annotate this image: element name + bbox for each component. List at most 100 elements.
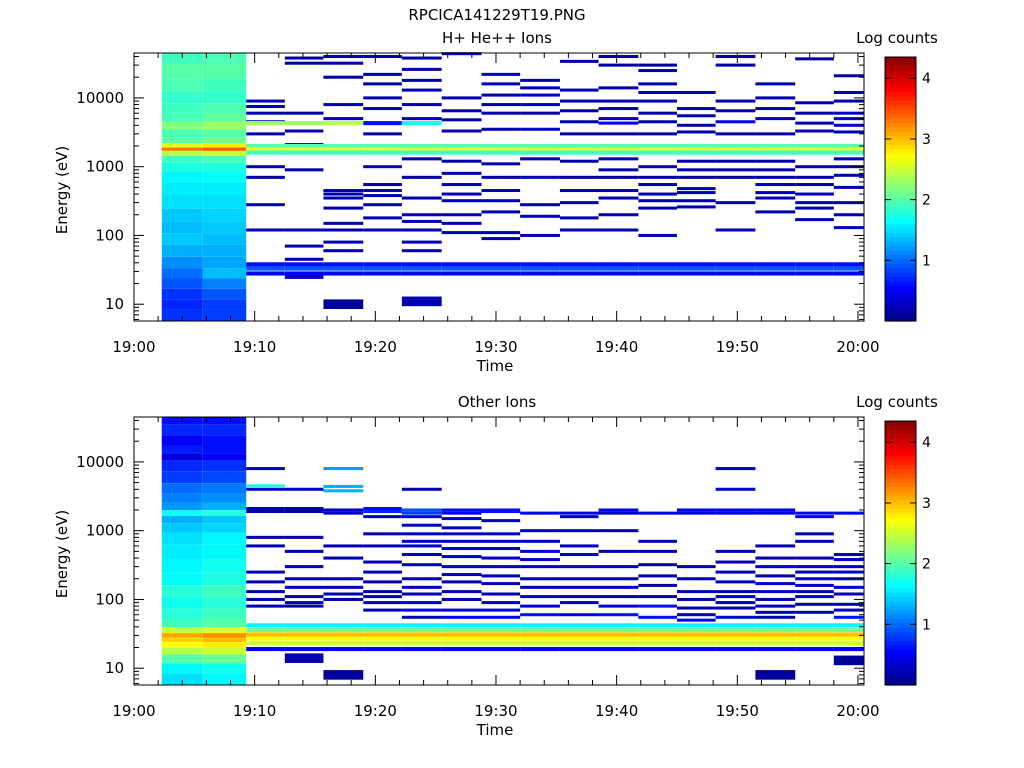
heatmap-cell bbox=[598, 143, 639, 149]
heatmap-cell bbox=[638, 549, 677, 553]
heatmap-cell bbox=[520, 203, 560, 207]
heatmap-cell bbox=[246, 580, 285, 584]
heatmap-cell bbox=[833, 655, 864, 666]
heatmap-cell bbox=[520, 623, 560, 628]
colorbar-segment bbox=[885, 460, 916, 466]
heatmap-cell bbox=[441, 615, 482, 619]
heatmap-cell bbox=[441, 547, 482, 551]
heatmap-cell bbox=[246, 271, 285, 276]
heatmap-cell bbox=[795, 556, 834, 560]
heatmap-cell bbox=[795, 570, 834, 574]
heatmap-cell bbox=[161, 559, 203, 573]
colorbar-segment bbox=[885, 153, 916, 159]
heatmap-cell bbox=[202, 155, 247, 163]
heatmap-cell bbox=[363, 636, 402, 641]
heatmap-cell bbox=[676, 618, 716, 622]
colorbar-segment bbox=[885, 676, 916, 682]
plot-axes: 19:00 19:10 19:20 19:30 19:40 19:50 20:00 10 100… bbox=[76, 416, 880, 720]
heatmap-cell bbox=[715, 120, 756, 124]
colorbar-segment bbox=[885, 83, 916, 89]
heatmap-cell bbox=[638, 192, 677, 196]
heatmap-cell bbox=[598, 55, 639, 59]
heatmap-cell bbox=[246, 143, 285, 149]
heatmap-cell bbox=[676, 266, 716, 271]
heatmap-cell bbox=[363, 82, 402, 86]
colorbar-segment bbox=[885, 96, 916, 102]
colorbar-segment bbox=[885, 228, 916, 234]
heatmap-cell bbox=[441, 565, 482, 569]
heatmap-cell bbox=[755, 183, 796, 187]
colorbar-segment bbox=[885, 131, 916, 137]
colorbar-segment bbox=[885, 250, 916, 256]
heatmap-cell bbox=[520, 103, 560, 107]
heatmap-cell bbox=[638, 143, 677, 149]
heatmap-cell bbox=[202, 162, 247, 173]
heatmap-cell bbox=[246, 627, 285, 633]
heatmap-cell bbox=[323, 670, 364, 680]
heatmap-cell bbox=[481, 231, 521, 235]
heatmap-cell bbox=[715, 266, 756, 271]
heatmap-cell bbox=[676, 627, 716, 633]
heatmap-cell bbox=[755, 632, 796, 637]
heatmap-cell bbox=[520, 271, 560, 276]
heatmap-cell bbox=[833, 150, 864, 155]
colorbar-segment bbox=[885, 513, 916, 519]
heatmap-cell bbox=[795, 583, 834, 587]
heatmap-cell bbox=[638, 183, 677, 187]
heatmap-cell bbox=[246, 467, 285, 471]
heatmap-cell bbox=[520, 641, 560, 646]
heatmap-cell bbox=[795, 646, 834, 652]
heatmap-cell bbox=[401, 577, 442, 581]
heatmap-cell bbox=[401, 157, 442, 161]
colorbar-segment bbox=[885, 79, 916, 84]
x-tick-label: 19:50 bbox=[716, 702, 759, 720]
heatmap-cell bbox=[676, 508, 716, 512]
heatmap-cell bbox=[676, 168, 716, 172]
heatmap-cell bbox=[520, 86, 560, 90]
heatmap-cell bbox=[598, 266, 639, 271]
heatmap-cell bbox=[246, 484, 285, 488]
heatmap-cell bbox=[202, 268, 247, 279]
x-tick-label: 19:30 bbox=[474, 338, 517, 356]
heatmap-cell bbox=[795, 595, 834, 599]
heatmap-cell bbox=[161, 642, 203, 648]
colorbar-segment bbox=[885, 592, 916, 598]
heatmap-cell bbox=[202, 572, 247, 586]
heatmap-cell bbox=[755, 646, 796, 652]
heatmap-cell bbox=[481, 615, 521, 619]
heatmap-cell bbox=[755, 96, 796, 100]
heatmap-cell bbox=[401, 511, 442, 515]
heatmap-cell bbox=[246, 150, 285, 155]
heatmap-cell bbox=[520, 93, 560, 97]
heatmap-cell bbox=[638, 271, 677, 276]
heatmap-cell bbox=[676, 636, 716, 641]
heatmap-cell bbox=[401, 117, 442, 121]
heatmap-cell bbox=[363, 107, 402, 111]
heatmap-cell bbox=[401, 56, 442, 60]
heatmap-cell bbox=[598, 508, 639, 512]
colorbar-tick-label: 1 bbox=[922, 617, 931, 633]
heatmap-cell bbox=[598, 213, 639, 217]
heatmap-cell bbox=[676, 114, 716, 118]
x-tick-label: 19:30 bbox=[474, 702, 517, 720]
colorbar-tick-label: 2 bbox=[922, 193, 931, 209]
colorbar-segment bbox=[885, 206, 916, 212]
colorbar-segment bbox=[885, 259, 916, 265]
heatmap-cell bbox=[559, 511, 599, 515]
heatmap-cell bbox=[284, 150, 324, 155]
heatmap-cell bbox=[755, 159, 796, 163]
heatmap-cell bbox=[676, 590, 716, 594]
heatmap-cell bbox=[520, 511, 560, 515]
heatmap-cell bbox=[441, 221, 482, 225]
heatmap-plot bbox=[161, 417, 864, 685]
colorbar-segment bbox=[885, 570, 916, 576]
heatmap-cell bbox=[441, 147, 482, 152]
heatmap-cell bbox=[481, 189, 521, 193]
heatmap-cell bbox=[202, 597, 247, 609]
heatmap-cell bbox=[401, 623, 442, 628]
heatmap-cell bbox=[323, 592, 364, 596]
heatmap-cell bbox=[795, 641, 834, 646]
heatmap-cell bbox=[559, 59, 599, 63]
heatmap-cell bbox=[161, 654, 203, 664]
heatmap-cell bbox=[284, 632, 324, 637]
